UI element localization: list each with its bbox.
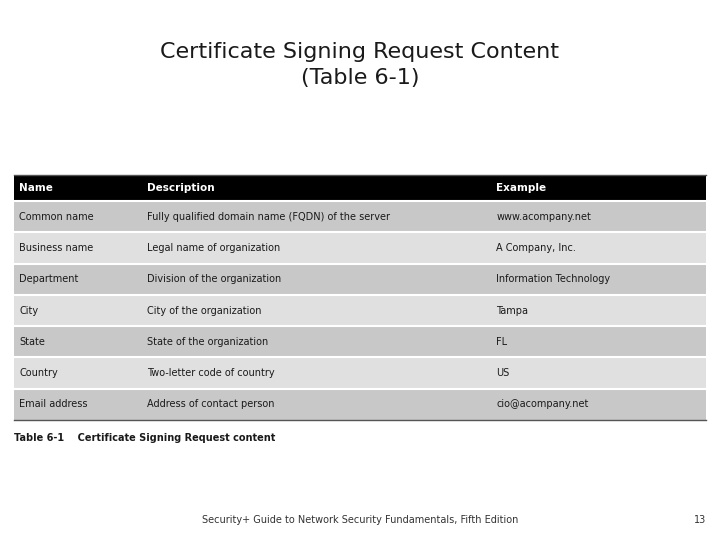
- Bar: [14, 201, 142, 232]
- Bar: [142, 326, 492, 357]
- Bar: [492, 357, 706, 389]
- Bar: [142, 201, 492, 232]
- Text: Table 6-1    Certificate Signing Request content: Table 6-1 Certificate Signing Request co…: [14, 433, 275, 443]
- Bar: [492, 264, 706, 295]
- Text: Tampa: Tampa: [497, 306, 528, 315]
- Bar: [14, 357, 142, 389]
- Text: Country: Country: [19, 368, 58, 378]
- Bar: [492, 175, 706, 201]
- Text: Security+ Guide to Network Security Fundamentals, Fifth Edition: Security+ Guide to Network Security Fund…: [202, 515, 518, 525]
- Text: FL: FL: [497, 337, 508, 347]
- Text: Legal name of organization: Legal name of organization: [147, 243, 280, 253]
- Bar: [14, 175, 142, 201]
- Text: cio@acompany.net: cio@acompany.net: [497, 400, 589, 409]
- Bar: [142, 232, 492, 264]
- Text: City of the organization: City of the organization: [147, 306, 261, 315]
- Bar: [14, 232, 142, 264]
- Text: Business name: Business name: [19, 243, 94, 253]
- Bar: [492, 326, 706, 357]
- Text: Name: Name: [19, 183, 53, 193]
- Bar: [14, 295, 142, 326]
- Text: Common name: Common name: [19, 212, 94, 221]
- Text: Division of the organization: Division of the organization: [147, 274, 282, 284]
- Text: Fully qualified domain name (FQDN) of the server: Fully qualified domain name (FQDN) of th…: [147, 212, 390, 221]
- Text: Example: Example: [497, 183, 546, 193]
- Bar: [142, 389, 492, 420]
- Text: Address of contact person: Address of contact person: [147, 400, 274, 409]
- Text: Description: Description: [147, 183, 215, 193]
- Bar: [142, 175, 492, 201]
- Text: US: US: [497, 368, 510, 378]
- Bar: [14, 326, 142, 357]
- Text: State of the organization: State of the organization: [147, 337, 269, 347]
- Bar: [492, 201, 706, 232]
- Text: A Company, Inc.: A Company, Inc.: [497, 243, 576, 253]
- Bar: [492, 232, 706, 264]
- Bar: [142, 295, 492, 326]
- Text: Email address: Email address: [19, 400, 88, 409]
- Text: State: State: [19, 337, 45, 347]
- Bar: [492, 295, 706, 326]
- Bar: [14, 264, 142, 295]
- Text: 13: 13: [694, 515, 706, 525]
- Bar: [492, 389, 706, 420]
- Bar: [142, 357, 492, 389]
- Text: Department: Department: [19, 274, 78, 284]
- Text: www.acompany.net: www.acompany.net: [497, 212, 591, 221]
- Bar: [142, 264, 492, 295]
- Bar: [14, 389, 142, 420]
- Text: City: City: [19, 306, 38, 315]
- Text: Certificate Signing Request Content
(Table 6-1): Certificate Signing Request Content (Tab…: [161, 42, 559, 88]
- Text: Information Technology: Information Technology: [497, 274, 611, 284]
- Text: Two-letter code of country: Two-letter code of country: [147, 368, 274, 378]
